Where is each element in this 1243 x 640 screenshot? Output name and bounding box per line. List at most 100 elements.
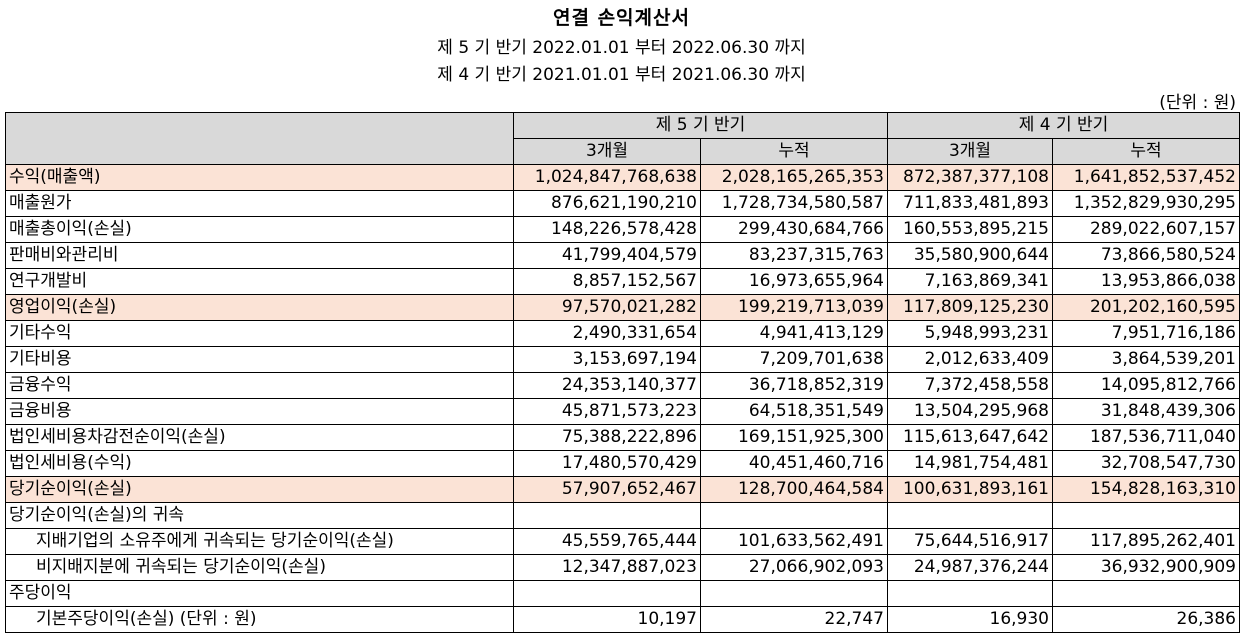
value-cell [700, 502, 888, 529]
value-cell: 35,580,900,644 [887, 242, 1053, 269]
value-cell: 14,095,812,766 [1052, 372, 1240, 399]
value-cell: 101,633,562,491 [700, 528, 888, 555]
row-label: 매출총이익(손실) [5, 216, 514, 243]
value-cell: 1,641,852,537,452 [1052, 164, 1240, 191]
row-label: 지배기업의 소유주에게 귀속되는 당기순이익(손실) [5, 528, 514, 555]
value-cell: 1,728,734,580,587 [700, 190, 888, 217]
header-row-periods: 제 5 기 반기 제 4 기 반기 [5, 112, 1240, 165]
table-row: 금융비용 45,871,573,223 64,518,351,549 13,504,2… [5, 398, 1240, 425]
prior-period-line: 제 4 기 반기 2021.01.01 부터 2021.06.30 까지 [437, 65, 806, 85]
value-cell: 41,799,404,579 [513, 242, 701, 269]
table-row: 연구개발비 8,857,152,567 16,973,655,964 7,163,86… [5, 268, 1240, 295]
value-cell [887, 502, 1053, 529]
value-cell: 117,809,125,230 [887, 294, 1053, 321]
table-row: 금융수익 24,353,140,377 36,718,852,319 7,372,45… [5, 372, 1240, 399]
value-cell: 201,202,160,595 [1052, 294, 1240, 321]
value-cell: 36,718,852,319 [700, 372, 888, 399]
value-cell: 26,386 [1052, 606, 1240, 633]
value-cell: 13,504,295,968 [887, 398, 1053, 425]
row-label: 기본주당이익(손실) (단위 : 원) [5, 606, 514, 633]
value-cell: 1,352,829,930,295 [1052, 190, 1240, 217]
row-label: 영업이익(손실) [5, 294, 514, 321]
value-cell [513, 580, 701, 607]
value-cell: 24,987,376,244 [887, 554, 1053, 581]
value-cell: 7,372,458,558 [887, 372, 1053, 399]
row-label: 주당이익 [5, 580, 514, 607]
header-current-3m: 3개월 [513, 138, 701, 165]
value-cell: 14,981,754,481 [887, 450, 1053, 477]
value-cell: 2,028,165,265,353 [700, 164, 888, 191]
value-cell [700, 580, 888, 607]
table-row: 기타수익 2,490,331,654 4,941,413,129 5,948,993,… [5, 320, 1240, 347]
value-cell: 75,644,516,917 [887, 528, 1053, 555]
value-cell: 27,066,902,093 [700, 554, 888, 581]
value-cell: 100,631,893,161 [887, 476, 1053, 503]
row-label: 기타비용 [5, 346, 514, 373]
value-cell: 154,828,163,310 [1052, 476, 1240, 503]
row-label: 법인세비용(수익) [5, 450, 514, 477]
value-cell [1052, 502, 1240, 529]
value-cell: 97,570,021,282 [513, 294, 701, 321]
value-cell: 22,747 [700, 606, 888, 633]
value-cell: 3,153,697,194 [513, 346, 701, 373]
row-label: 금융수익 [5, 372, 514, 399]
unit-label: (단위 : 원) [1159, 93, 1236, 113]
value-cell: 10,197 [513, 606, 701, 633]
value-cell: 12,347,887,023 [513, 554, 701, 581]
value-cell: 16,973,655,964 [700, 268, 888, 295]
table-row: 법인세비용(수익) 17,480,570,429 40,451,460,716 14,… [5, 450, 1240, 477]
value-cell: 3,864,539,201 [1052, 346, 1240, 373]
value-cell [887, 580, 1053, 607]
table-row: 법인세비용차감전순이익(손실) 75,388,222,896 169,151,925… [5, 424, 1240, 451]
value-cell: 7,209,701,638 [700, 346, 888, 373]
value-cell: 2,012,633,409 [887, 346, 1053, 373]
value-cell: 160,553,895,215 [887, 216, 1053, 243]
value-cell: 36,932,900,909 [1052, 554, 1240, 581]
header-prior-3m: 3개월 [887, 138, 1053, 165]
value-cell: 8,857,152,567 [513, 268, 701, 295]
value-cell: 24,353,140,377 [513, 372, 701, 399]
value-cell: 115,613,647,642 [887, 424, 1053, 451]
value-cell: 75,388,222,896 [513, 424, 701, 451]
table-row: 지배기업의 소유주에게 귀속되는 당기순이익(손실) 45,559,765,444… [5, 528, 1240, 555]
value-cell: 73,866,580,524 [1052, 242, 1240, 269]
value-cell: 45,871,573,223 [513, 398, 701, 425]
table-row: 매출총이익(손실) 148,226,578,428 299,430,684,766 1… [5, 216, 1240, 243]
value-cell: 711,833,481,893 [887, 190, 1053, 217]
value-cell: 7,163,869,341 [887, 268, 1053, 295]
table-row: 기본주당이익(손실) (단위 : 원) 10,197 22,747 16,930 26,… [5, 606, 1240, 633]
header-prior-cumulative: 누적 [1052, 138, 1240, 165]
value-cell: 5,948,993,231 [887, 320, 1053, 347]
value-cell: 187,536,711,040 [1052, 424, 1240, 451]
value-cell: 876,621,190,210 [513, 190, 701, 217]
value-cell: 199,219,713,039 [700, 294, 888, 321]
table-row: 영업이익(손실) 97,570,021,282 199,219,713,039 117… [5, 294, 1240, 321]
income-statement-table: 제 5 기 반기 제 4 기 반기 3개월 누적 3개월 누적 수익(매출액) 1… [5, 112, 1240, 633]
value-cell: 1,024,847,768,638 [513, 164, 701, 191]
row-label: 비지배지분에 귀속되는 당기순이익(손실) [5, 554, 514, 581]
header-row-columns: 3개월 누적 3개월 누적 [6, 138, 1240, 165]
value-cell [1052, 580, 1240, 607]
table-row: 매출원가 876,621,190,210 1,728,734,580,587 711,… [5, 190, 1240, 217]
header-prior-period: 제 4 기 반기 [887, 112, 1240, 139]
value-cell: 128,700,464,584 [700, 476, 888, 503]
value-cell: 45,559,765,444 [513, 528, 701, 555]
header-current-period: 제 5 기 반기 [513, 112, 888, 139]
value-cell: 31,848,439,306 [1052, 398, 1240, 425]
value-cell [513, 502, 701, 529]
value-cell: 169,151,925,300 [700, 424, 888, 451]
value-cell: 13,953,866,038 [1052, 268, 1240, 295]
row-label: 연구개발비 [5, 268, 514, 295]
statement-title: 연결 손익계산서 [553, 7, 690, 29]
value-cell: 7,951,716,186 [1052, 320, 1240, 347]
table-row: 비지배지분에 귀속되는 당기순이익(손실) 12,347,887,023 27,06… [5, 554, 1240, 581]
value-cell: 57,907,652,467 [513, 476, 701, 503]
current-period-line: 제 5 기 반기 2022.01.01 부터 2022.06.30 까지 [437, 38, 806, 58]
value-cell: 872,387,377,108 [887, 164, 1053, 191]
row-label: 기타수익 [5, 320, 514, 347]
value-cell: 299,430,684,766 [700, 216, 888, 243]
value-cell: 32,708,547,730 [1052, 450, 1240, 477]
row-label: 매출원가 [5, 190, 514, 217]
value-cell: 148,226,578,428 [513, 216, 701, 243]
table-row: 당기순이익(손실)의 귀속 [5, 502, 1240, 529]
